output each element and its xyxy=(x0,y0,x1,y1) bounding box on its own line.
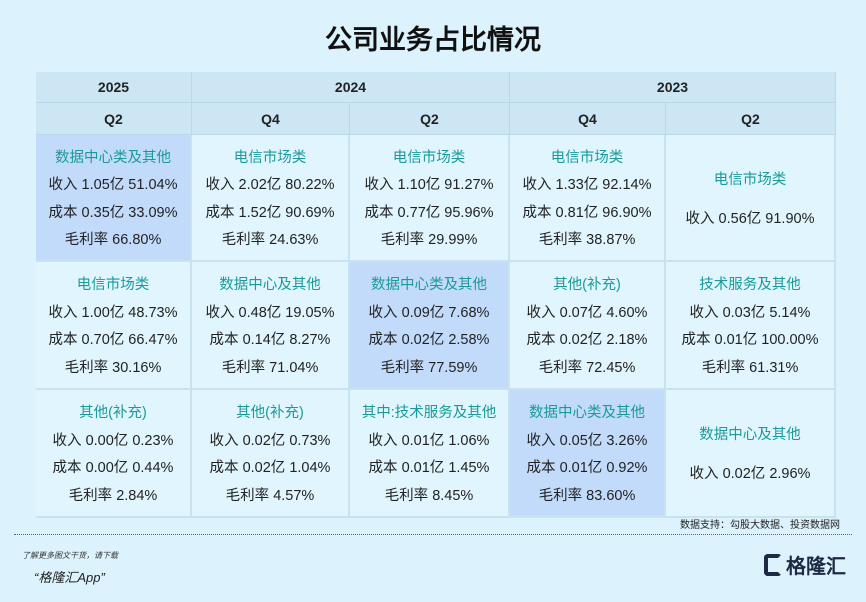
segment-name: 数据中心类及其他 xyxy=(371,276,487,293)
year-header: 2024 xyxy=(192,72,510,103)
segment-name: 电信市场类 xyxy=(233,149,307,166)
brand-logo: 格隆汇 xyxy=(764,550,846,579)
segment-name: 数据中心类及其他 xyxy=(529,404,645,421)
table-cell: 其他(补充) 收入 0.00亿 0.23% 成本 0.00亿 0.44% 毛利率 2.… xyxy=(36,390,192,518)
footer-note: 了解更多图文干货，请下载 xyxy=(22,551,118,560)
quarter-header: Q2 xyxy=(666,103,836,135)
metric-line: 收入 1.05亿 51.04% xyxy=(48,177,178,194)
segment-name: 数据中心及其他 xyxy=(699,427,801,443)
metric-line: 毛利率 30.16% xyxy=(64,360,162,377)
table-cell: 数据中心类及其他 收入 1.05亿 51.04% 成本 0.35亿 33.09% 毛利… xyxy=(36,135,192,262)
segment-name: 其中:技术服务及其他 xyxy=(361,404,497,421)
table-cell: 电信市场类收入 1.33亿 92.14% 成本 0.81亿 96.90% 毛利率 3… xyxy=(510,135,666,262)
metric-line: 收入 0.05亿 3.26% xyxy=(526,432,648,449)
data-source: 数据支持：勾股大数据、投资数据网 xyxy=(680,520,840,531)
table-cell: 其他(补充) 收入 0.07亿 4.60% 成本 0.02亿 2.18% 毛利率 72… xyxy=(510,262,666,390)
segment-name: 其他(补充) xyxy=(79,404,147,421)
segment-name: 电信市场类 xyxy=(76,276,150,293)
metric-line: 成本 0.77亿 95.96% xyxy=(364,204,494,221)
segment-name: 其他(补充) xyxy=(553,276,621,293)
metric-line: 毛利率 8.45% xyxy=(384,488,474,505)
metric-line: 毛利率 61.31% xyxy=(701,360,799,377)
quarter-header: Q2 xyxy=(350,103,510,135)
metric-line: 收入 1.10亿 91.27% xyxy=(364,177,494,194)
metric-line: 收入 0.48亿 19.05% xyxy=(205,304,335,321)
metric-line: 毛利率 4.57% xyxy=(225,488,315,505)
metric-line: 成本 0.01亿 100.00% xyxy=(681,332,819,349)
metric-line: 收入 0.02亿 2.96% xyxy=(689,466,811,482)
metric-line: 成本 0.02亿 2.18% xyxy=(526,332,648,349)
business-table: 2025 2024 2023 Q2 Q4 Q2 Q4 Q2 数据中心类及其他 收入 1.05亿 5… xyxy=(36,72,836,518)
segment-name: 技术服务及其他 xyxy=(699,276,801,293)
table-cell: 其中:技术服务及其他 收入 0.01亿 1.06% 成本 0.01亿 1.45% 毛利… xyxy=(350,390,510,518)
metric-line: 收入 0.01亿 1.06% xyxy=(368,432,490,449)
metric-line: 毛利率 38.87% xyxy=(538,232,636,249)
footer-app: “格隆汇App” xyxy=(34,570,105,585)
quarter-header: Q2 xyxy=(36,103,192,135)
table-cell: 电信市场类收入 0.56亿 91.90% xyxy=(666,135,836,262)
metric-line: 成本 0.35亿 33.09% xyxy=(48,204,178,221)
metric-line: 收入 1.33亿 92.14% xyxy=(522,177,652,194)
quarter-header: Q4 xyxy=(510,103,666,135)
segment-name: 电信市场类 xyxy=(392,149,466,166)
metric-line: 成本 0.01亿 1.45% xyxy=(368,460,490,477)
divider xyxy=(14,534,852,535)
table-cell: 数据中心及其他 收入 0.02亿 2.96% xyxy=(666,390,836,518)
metric-line: 毛利率 83.60% xyxy=(538,488,636,505)
metric-line: 毛利率 72.45% xyxy=(538,360,636,377)
page-title: 公司业务占比情况 xyxy=(325,25,541,55)
metric-line: 成本 0.70亿 66.47% xyxy=(48,332,178,349)
segment-name: 其他(补充) xyxy=(236,404,304,421)
table-cell: 电信市场类收入 2.02亿 80.22% 成本 1.52亿 90.69% 毛利率 2… xyxy=(192,135,350,262)
metric-line: 毛利率 77.59% xyxy=(380,360,478,377)
table-cell: 其他(补充) 收入 0.02亿 0.73% 成本 0.02亿 1.04% 毛利率 4.… xyxy=(192,390,350,518)
metric-line: 收入 0.56亿 91.90% xyxy=(685,210,815,227)
metric-line: 成本 0.14亿 8.27% xyxy=(209,332,331,349)
table-cell: 技术服务及其他 收入 0.03亿 5.14% 成本 0.01亿 100.00% 毛利率… xyxy=(666,262,836,390)
metric-line: 毛利率 2.84% xyxy=(68,488,158,505)
metric-line: 收入 0.07亿 4.60% xyxy=(526,304,648,321)
metric-line: 成本 0.00亿 0.44% xyxy=(52,460,174,477)
metric-line: 毛利率 66.80% xyxy=(64,232,162,249)
logo-text: 格隆汇 xyxy=(786,556,846,578)
table-cell: 数据中心类及其他 收入 0.05亿 3.26% 成本 0.01亿 0.92% 毛利率 … xyxy=(510,390,666,518)
metric-line: 成本 0.81亿 96.90% xyxy=(522,204,652,221)
segment-name: 电信市场类 xyxy=(550,149,624,166)
metric-line: 收入 1.00亿 48.73% xyxy=(48,304,178,321)
segment-name: 电信市场类 xyxy=(713,171,787,188)
metric-line: 成本 0.02亿 2.58% xyxy=(368,332,490,349)
metric-line: 毛利率 24.63% xyxy=(221,232,319,249)
metric-line: 收入 2.02亿 80.22% xyxy=(205,177,335,194)
metric-line: 成本 0.01亿 0.92% xyxy=(526,460,648,477)
quarter-header: Q4 xyxy=(192,103,350,135)
segment-name: 数据中心及其他 xyxy=(219,276,321,293)
table-cell: 数据中心类及其他 收入 0.09亿 7.68% 成本 0.02亿 2.58% 毛利率 … xyxy=(350,262,510,390)
metric-line: 收入 0.03亿 5.14% xyxy=(689,304,811,321)
year-header: 2025 xyxy=(36,72,192,103)
year-header: 2023 xyxy=(510,72,836,103)
metric-line: 毛利率 71.04% xyxy=(221,360,319,377)
table-cell: 电信市场类收入 1.00亿 48.73% 成本 0.70亿 66.47% 毛利率 3… xyxy=(36,262,192,390)
metric-line: 收入 0.02亿 0.73% xyxy=(209,432,331,449)
table-cell: 电信市场类收入 1.10亿 91.27% 成本 0.77亿 95.96% 毛利率 2… xyxy=(350,135,510,262)
metric-line: 成本 1.52亿 90.69% xyxy=(205,204,335,221)
segment-name: 数据中心类及其他 xyxy=(55,149,171,166)
logo-icon xyxy=(764,553,782,576)
table-cell: 数据中心及其他 收入 0.48亿 19.05% 成本 0.14亿 8.27% 毛利率 … xyxy=(192,262,350,390)
metric-line: 收入 0.09亿 7.68% xyxy=(368,304,490,321)
metric-line: 收入 0.00亿 0.23% xyxy=(52,432,174,449)
metric-line: 毛利率 29.99% xyxy=(380,232,478,249)
metric-line: 成本 0.02亿 1.04% xyxy=(209,460,331,477)
